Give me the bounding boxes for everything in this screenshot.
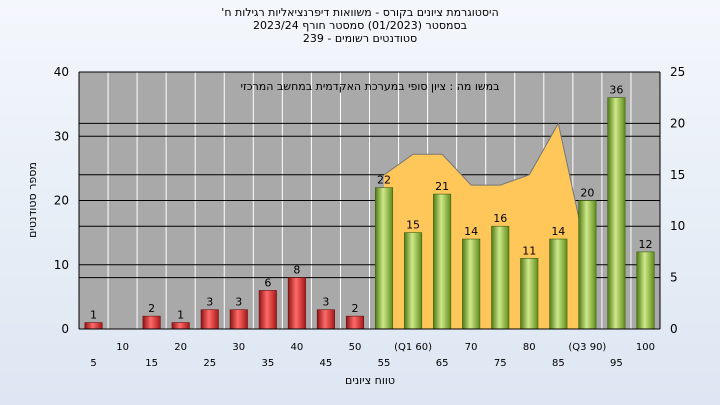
x-tick-label: 85 [552,358,565,369]
bar-20 [171,322,190,330]
data-label-95: 36 [609,84,623,97]
bar-15 [142,315,161,330]
data-label-20: 1 [177,309,184,322]
y-tick-label: 10 [54,258,69,272]
x-tick-label: 20 [174,342,187,353]
x-tick-label: 50 [349,342,362,353]
x-tick-label: 95 [610,358,623,369]
data-label-25: 3 [206,296,213,309]
data-label-45: 3 [322,296,329,309]
x-tick-label: 40 [291,342,304,353]
chart-title: 'היסטוגרמת ציונים בקורס - משוואות דיפרנצ… [0,6,720,45]
x-tick-label: 5 [90,358,96,369]
x-tick-label: 15 [145,358,158,369]
axes: 0 10 20 30 40 0 5 10 15 20 25 5 10 15 20 25 30 35 40 45 50 55… [54,65,686,369]
data-label-5: 1 [90,309,97,322]
x-tick-label: 45 [320,358,333,369]
data-label-65: 21 [435,180,449,193]
y2-tick-label: 25 [670,65,685,79]
x-tick-label: 70 [465,342,478,353]
chart-title-line-2: בסמסטר (01/2023) סמסטר חורף 2023/24 [253,19,467,32]
bar-100 [636,251,655,330]
y-tick-label: 30 [54,129,69,143]
chart-title-line-3: סטודנטים רשומים - 239 [302,32,418,45]
bar-35 [258,290,277,330]
data-label-30: 3 [235,296,242,309]
data-label-85: 14 [551,225,565,238]
x-tick-label: 55 [378,358,391,369]
bar-45 [316,309,335,330]
bar-25 [200,309,219,330]
area-outline [383,122,588,258]
x-tick-label: 100 [636,342,655,353]
bars [84,97,655,330]
y-tick-label: 40 [54,65,69,79]
data-label-50: 2 [351,302,358,315]
x-tick-label: 65 [436,358,449,369]
bar-(Q1 60) [404,232,423,330]
bar-80 [520,258,539,330]
x-tick-label: (Q3 90) [568,342,606,353]
x-tick-label: (Q1 60) [394,342,432,353]
bar-5 [84,322,103,330]
chart-annotation: במשו מה : ציון סופי במערכת האקדמית במחשב… [240,80,499,93]
data-label-80: 11 [522,244,536,257]
y2-tick-label: 15 [670,168,685,182]
bar-85 [549,238,568,330]
data-label-75: 16 [493,212,507,225]
y2-tick-label: 20 [670,116,685,130]
bar-(Q3 90) [578,200,597,330]
bar-95 [607,97,626,330]
bar-70 [462,238,481,330]
data-label-(Q1 60): 15 [406,219,420,232]
x-tick-label: 35 [261,358,274,369]
bar-55 [375,187,394,330]
x-tick-label: 80 [523,342,536,353]
y2-tick-label: 10 [670,219,685,233]
y2-tick-label: 5 [670,271,678,285]
data-label-40: 8 [293,264,300,277]
y-tick-label: 20 [54,194,69,208]
x-tick-label: 30 [232,342,245,353]
bar-30 [229,309,248,330]
x-tick-label: 75 [494,358,507,369]
data-label-(Q3 90): 20 [580,187,594,200]
data-label-55: 22 [377,174,391,187]
y-axis-title: מספר סטודנטים [26,162,39,238]
data-label-70: 14 [464,225,478,238]
y2-tick-label: 0 [670,322,678,336]
data-label-35: 6 [264,276,271,289]
bar-40 [287,277,306,330]
chart-title-line-1: 'היסטוגרמת ציונים בקורס - משוואות דיפרנצ… [221,6,499,19]
y-tick-label: 0 [61,322,69,336]
bar-50 [345,315,364,330]
x-axis-title: טווח ציונים [345,374,395,387]
x-tick-label: 10 [116,342,129,353]
data-label-100: 12 [638,238,652,251]
x-tick-label: 25 [203,358,216,369]
bar-65 [433,193,452,330]
data-label-15: 2 [148,302,155,315]
bar-75 [491,225,510,330]
